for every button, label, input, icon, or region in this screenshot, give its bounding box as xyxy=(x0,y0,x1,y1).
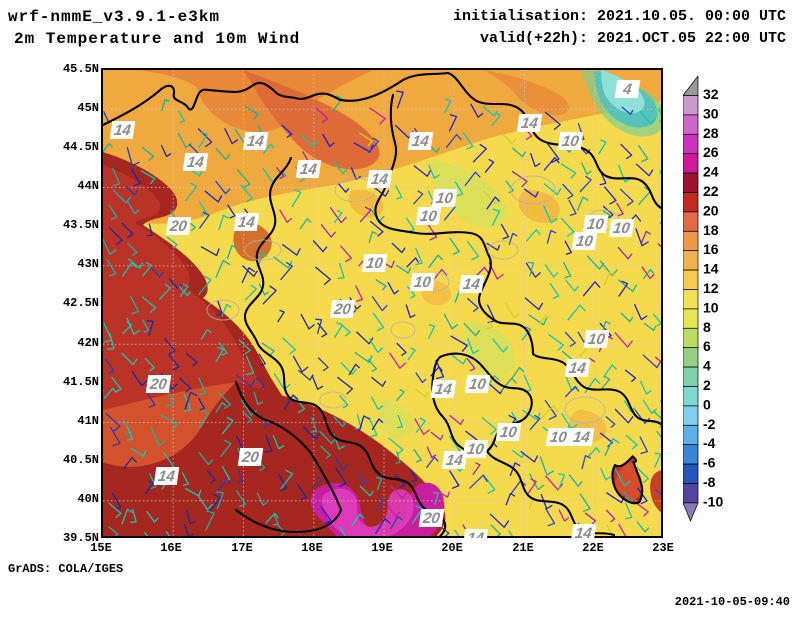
svg-text:2: 2 xyxy=(703,377,711,393)
svg-text:10: 10 xyxy=(703,299,719,315)
svg-text:6: 6 xyxy=(703,338,711,354)
svg-text:14: 14 xyxy=(703,261,719,277)
svg-text:30: 30 xyxy=(703,105,719,121)
svg-text:-10: -10 xyxy=(703,493,723,509)
svg-text:26: 26 xyxy=(703,144,719,160)
svg-text:22: 22 xyxy=(703,183,719,199)
svg-text:-6: -6 xyxy=(703,455,716,471)
svg-text:0: 0 xyxy=(703,396,711,412)
svg-text:24: 24 xyxy=(703,164,719,180)
svg-text:12: 12 xyxy=(703,280,719,296)
svg-text:-8: -8 xyxy=(703,474,716,490)
svg-text:20: 20 xyxy=(703,202,719,218)
svg-text:32: 32 xyxy=(703,86,719,102)
svg-text:8: 8 xyxy=(703,319,711,335)
svg-text:16: 16 xyxy=(703,241,719,257)
svg-text:-4: -4 xyxy=(703,435,716,451)
svg-text:28: 28 xyxy=(703,125,719,141)
svg-text:18: 18 xyxy=(703,222,719,238)
svg-text:4: 4 xyxy=(703,358,711,374)
svg-text:-2: -2 xyxy=(703,416,716,432)
